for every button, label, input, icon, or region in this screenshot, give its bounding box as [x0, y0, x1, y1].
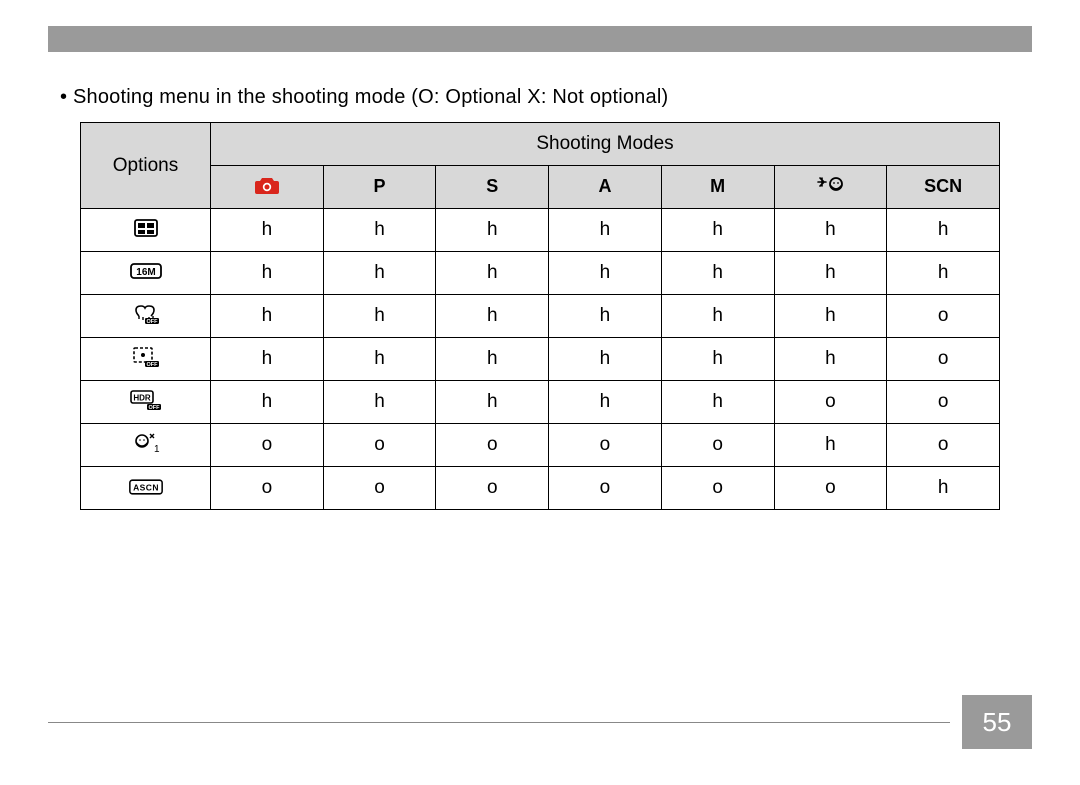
value-cell: h [211, 381, 324, 424]
ascn-icon: ASCN [129, 475, 163, 499]
ois-off-icon: OFF [129, 302, 163, 326]
aspect-ratio-icon [129, 216, 163, 240]
svg-text:1: 1 [154, 444, 160, 454]
table-row: ASCN ooooooh [81, 467, 1000, 510]
option-cell: ASCN [81, 467, 211, 510]
mode-p-header: P [323, 166, 436, 209]
value-cell: o [661, 424, 774, 467]
svg-text:16M: 16M [136, 267, 155, 278]
beauty-mode-icon: 1 [129, 431, 163, 455]
value-cell: h [774, 424, 887, 467]
option-cell [81, 209, 211, 252]
value-cell: o [436, 467, 549, 510]
shooting-modes-table-wrap: Options Shooting Modes P [80, 122, 1000, 510]
face-beautify-icon [816, 173, 844, 197]
mode-m-header: M [661, 166, 774, 209]
value-cell: h [887, 252, 1000, 295]
value-cell: o [774, 467, 887, 510]
option-cell: 16M [81, 252, 211, 295]
value-cell: o [661, 467, 774, 510]
value-cell: h [774, 252, 887, 295]
intro-text-content: Shooting menu in the shooting mode (O: O… [73, 86, 668, 108]
footer-rule [48, 722, 950, 723]
shooting-modes-table: Options Shooting Modes P [80, 122, 1000, 510]
svg-text:ASCN: ASCN [133, 482, 159, 492]
value-cell: h [436, 295, 549, 338]
value-cell: o [774, 381, 887, 424]
value-cell: h [211, 295, 324, 338]
value-cell: h [661, 381, 774, 424]
option-cell: 1 [81, 424, 211, 467]
mode-s-header: S [436, 166, 549, 209]
table-row: HDR OFF hhhhhoo [81, 381, 1000, 424]
mode-scn-header: SCN [887, 166, 1000, 209]
value-cell: o [887, 338, 1000, 381]
value-cell: o [436, 424, 549, 467]
option-cell: HDR OFF [81, 381, 211, 424]
option-cell: OFF [81, 338, 211, 381]
value-cell: o [323, 467, 436, 510]
value-cell: h [323, 295, 436, 338]
value-cell: h [323, 338, 436, 381]
svg-text:OFF: OFF [146, 319, 158, 325]
value-cell: o [211, 424, 324, 467]
value-cell: o [211, 467, 324, 510]
mode-auto-header [211, 166, 324, 209]
value-cell: h [549, 338, 662, 381]
value-cell: h [661, 209, 774, 252]
value-cell: h [661, 295, 774, 338]
table-row: 1 oooooho [81, 424, 1000, 467]
page-number: 55 [962, 695, 1032, 749]
value-cell: h [887, 467, 1000, 510]
value-cell: h [549, 295, 662, 338]
svg-text:OFF: OFF [148, 405, 160, 411]
value-cell: h [774, 338, 887, 381]
intro-line: • Shooting menu in the shooting mode (O:… [60, 86, 668, 109]
value-cell: h [211, 338, 324, 381]
header-bar [48, 26, 1032, 52]
bullet: • [60, 86, 67, 108]
value-cell: h [436, 209, 549, 252]
value-cell: h [211, 209, 324, 252]
value-cell: o [323, 424, 436, 467]
option-cell: OFF [81, 295, 211, 338]
value-cell: o [887, 295, 1000, 338]
value-cell: h [549, 252, 662, 295]
value-cell: h [549, 381, 662, 424]
value-cell: h [774, 295, 887, 338]
svg-text:HDR: HDR [133, 393, 151, 402]
value-cell: h [436, 252, 549, 295]
value-cell: h [661, 338, 774, 381]
value-cell: o [549, 467, 662, 510]
value-cell: h [549, 209, 662, 252]
value-cell: h [323, 381, 436, 424]
value-cell: h [661, 252, 774, 295]
options-header: Options [81, 123, 211, 209]
camera-icon [254, 173, 280, 197]
document-page: • Shooting menu in the shooting mode (O:… [0, 0, 1080, 785]
value-cell: h [774, 209, 887, 252]
svg-text:OFF: OFF [146, 362, 158, 368]
value-cell: o [887, 424, 1000, 467]
table-row: OFF hhhhhho [81, 338, 1000, 381]
value-cell: h [887, 209, 1000, 252]
table-row: OFF hhhhhho [81, 295, 1000, 338]
value-cell: h [436, 381, 549, 424]
value-cell: h [436, 338, 549, 381]
value-cell: o [887, 381, 1000, 424]
mode-a-header: A [549, 166, 662, 209]
value-cell: o [549, 424, 662, 467]
image-size-16m-icon: 16M [129, 259, 163, 283]
mode-face-header [774, 166, 887, 209]
table-row: 16M hhhhhhh [81, 252, 1000, 295]
value-cell: h [323, 252, 436, 295]
shooting-modes-header: Shooting Modes [211, 123, 1000, 166]
value-cell: h [211, 252, 324, 295]
table-row: hhhhhhh [81, 209, 1000, 252]
continuous-af-off-icon: OFF [129, 345, 163, 369]
hdr-off-icon: HDR OFF [129, 388, 163, 412]
value-cell: h [323, 209, 436, 252]
